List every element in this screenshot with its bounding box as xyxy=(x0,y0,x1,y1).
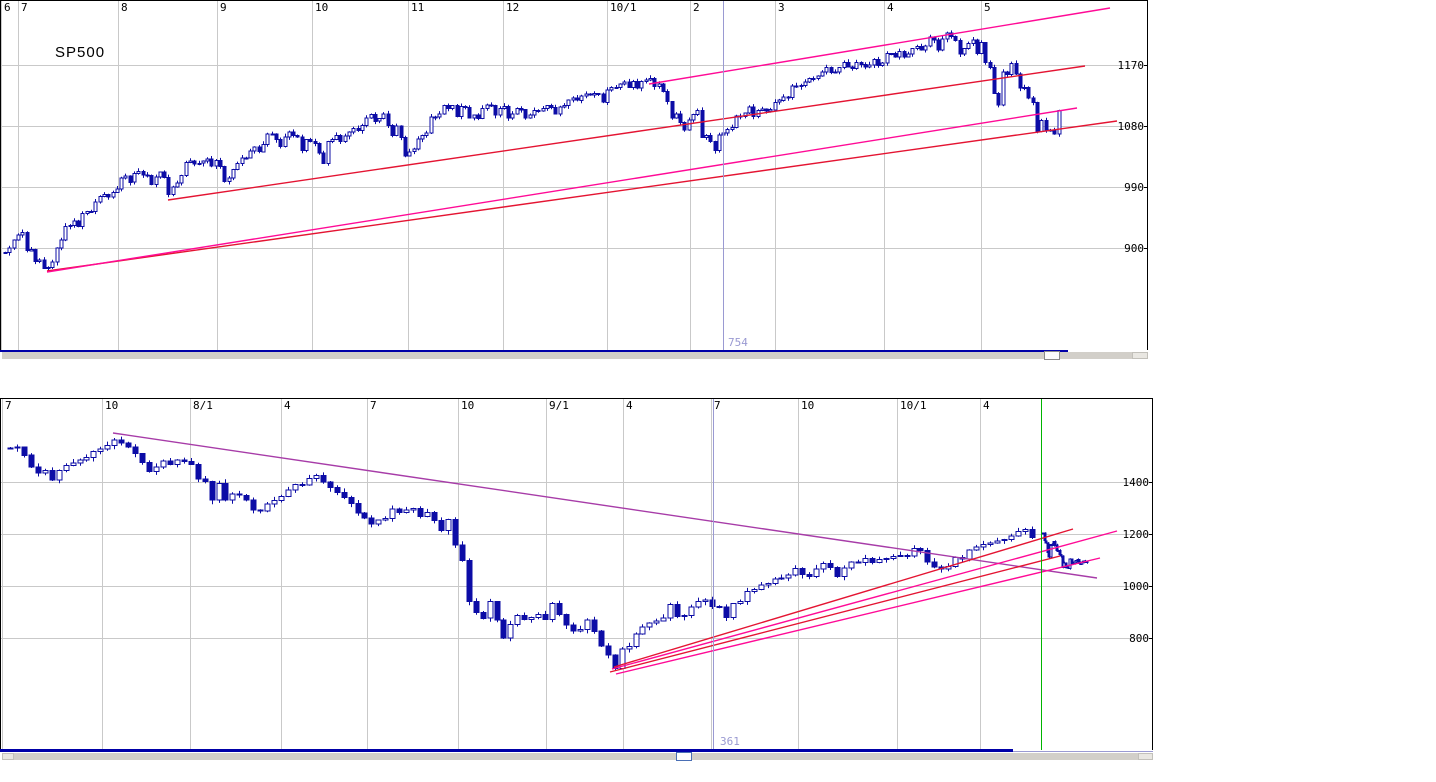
weekly-chart-panel: 7 10 8/1 4 7 10 9/1 4 7 10 10/1 4 1400 1200 1000 800 361… xyxy=(0,398,1155,763)
svg-text:990: 990 xyxy=(1124,181,1144,194)
svg-text:1080: 1080 xyxy=(1118,120,1145,133)
svg-text:4: 4 xyxy=(887,1,894,14)
candles xyxy=(3,30,1062,271)
svg-text:10/1: 10/1 xyxy=(900,399,927,412)
svg-text:7: 7 xyxy=(5,399,12,412)
weekly-chart-scrollbar[interactable] xyxy=(0,752,1155,761)
daily-chart-panel: 6 7 8 9 10 11 12 10/1 2 3 4 5 1170 1080 990 900 754 SP50… xyxy=(0,0,1148,362)
bar-count-label: 754 xyxy=(728,336,748,349)
gridlines xyxy=(0,1,1147,350)
svg-text:7: 7 xyxy=(370,399,377,412)
candles xyxy=(1041,532,1089,570)
chart-title: SP500 xyxy=(55,44,106,61)
svg-text:10: 10 xyxy=(461,399,474,412)
svg-text:1400: 1400 xyxy=(1123,476,1150,489)
daily-chart-scrollbar-thumb[interactable] xyxy=(1044,351,1060,360)
gridlines xyxy=(0,399,1152,750)
weekly-chart-scrollbar-track[interactable] xyxy=(2,753,1138,760)
svg-text:5: 5 xyxy=(984,1,991,14)
svg-text:10/1: 10/1 xyxy=(610,1,637,14)
svg-text:2: 2 xyxy=(693,1,700,14)
svg-text:900: 900 xyxy=(1124,242,1144,255)
svg-text:9/1: 9/1 xyxy=(549,399,569,412)
svg-text:12: 12 xyxy=(506,1,519,14)
svg-text:1000: 1000 xyxy=(1123,580,1150,593)
svg-text:4: 4 xyxy=(626,399,633,412)
chart-border xyxy=(0,0,1148,350)
weekly-chart-scrollbar-endcap[interactable] xyxy=(1138,753,1153,760)
weekly-chart-scrollbar-thumb[interactable] xyxy=(676,752,692,761)
chart-bottom-bar xyxy=(0,749,1013,752)
svg-text:8: 8 xyxy=(121,1,128,14)
svg-text:1200: 1200 xyxy=(1123,528,1150,541)
axis-labels: 7 10 8/1 4 7 10 9/1 4 7 10 10/1 4 1400 1200 1000 800 xyxy=(5,399,1152,645)
svg-text:4: 4 xyxy=(983,399,990,412)
weekly-chart-scrollbar-left-endcap[interactable] xyxy=(2,753,14,760)
svg-text:800: 800 xyxy=(1129,632,1149,645)
svg-text:10: 10 xyxy=(801,399,814,412)
daily-chart-scrollbar-endcap[interactable] xyxy=(1132,352,1148,359)
svg-text:4: 4 xyxy=(284,399,291,412)
chart-border xyxy=(0,398,1153,750)
svg-text:7: 7 xyxy=(21,1,28,14)
svg-text:3: 3 xyxy=(778,1,785,14)
daily-candlestick-chart: 6 7 8 9 10 11 12 10/1 2 3 4 5 1170 1080 990 900 754 xyxy=(0,0,1148,352)
daily-chart-scrollbar[interactable] xyxy=(0,351,1148,360)
svg-text:11: 11 xyxy=(411,1,424,14)
chart-bottom-bar xyxy=(0,350,1068,352)
axis-labels: 6 7 8 9 10 11 12 10/1 2 3 4 5 1170 1080 990 900 xyxy=(4,1,1147,255)
svg-text:1170: 1170 xyxy=(1118,59,1145,72)
svg-text:10: 10 xyxy=(315,1,328,14)
svg-text:7: 7 xyxy=(714,399,721,412)
candles xyxy=(7,436,1036,671)
svg-text:8/1: 8/1 xyxy=(193,399,213,412)
svg-text:10: 10 xyxy=(105,399,118,412)
bar-count-label: 361 xyxy=(720,735,740,748)
trendlines xyxy=(112,432,1118,675)
weekly-candlestick-chart: 7 10 8/1 4 7 10 9/1 4 7 10 10/1 4 1400 1200 1000 800 361 xyxy=(0,398,1153,752)
svg-text:6: 6 xyxy=(4,1,11,14)
trendlines xyxy=(46,7,1118,273)
daily-chart-scrollbar-track[interactable] xyxy=(2,352,1132,359)
svg-text:9: 9 xyxy=(220,1,227,14)
